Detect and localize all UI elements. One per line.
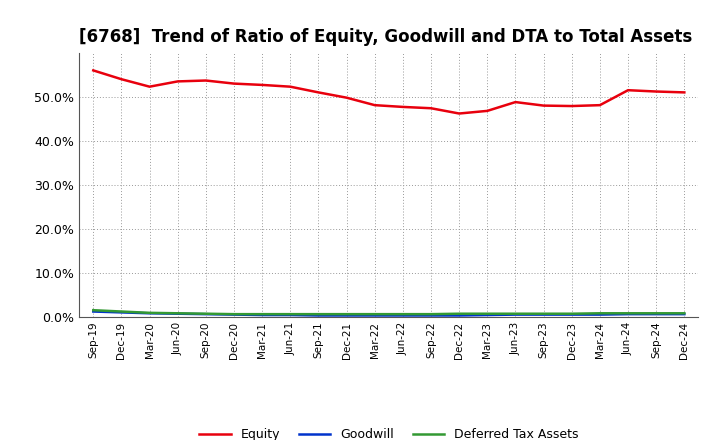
- Equity: [624, 88, 632, 93]
- Equity: [286, 84, 294, 89]
- Legend: Equity, Goodwill, Deferred Tax Assets: Equity, Goodwill, Deferred Tax Assets: [194, 423, 583, 440]
- Goodwill: [595, 312, 604, 317]
- Deferred Tax Assets: [230, 312, 238, 317]
- Goodwill: [286, 312, 294, 318]
- Line: Goodwill: Goodwill: [94, 312, 684, 315]
- Equity: [595, 103, 604, 108]
- Deferred Tax Assets: [314, 312, 323, 317]
- Goodwill: [258, 312, 266, 318]
- Goodwill: [202, 312, 210, 317]
- Deferred Tax Assets: [117, 309, 126, 314]
- Equity: [483, 108, 492, 114]
- Deferred Tax Assets: [680, 311, 688, 316]
- Equity: [427, 106, 436, 111]
- Equity: [455, 111, 464, 116]
- Deferred Tax Assets: [202, 311, 210, 316]
- Deferred Tax Assets: [427, 312, 436, 317]
- Deferred Tax Assets: [539, 311, 548, 316]
- Goodwill: [174, 311, 182, 316]
- Equity: [117, 77, 126, 82]
- Equity: [202, 78, 210, 83]
- Deferred Tax Assets: [455, 311, 464, 316]
- Goodwill: [427, 313, 436, 318]
- Goodwill: [230, 312, 238, 317]
- Deferred Tax Assets: [652, 311, 660, 316]
- Equity: [539, 103, 548, 108]
- Deferred Tax Assets: [399, 312, 408, 317]
- Deferred Tax Assets: [258, 312, 266, 317]
- Goodwill: [539, 312, 548, 317]
- Deferred Tax Assets: [286, 312, 294, 317]
- Goodwill: [624, 312, 632, 317]
- Goodwill: [652, 312, 660, 317]
- Goodwill: [89, 309, 98, 314]
- Goodwill: [399, 313, 408, 318]
- Goodwill: [680, 312, 688, 317]
- Line: Equity: Equity: [94, 70, 684, 114]
- Deferred Tax Assets: [483, 311, 492, 316]
- Deferred Tax Assets: [567, 311, 576, 316]
- Goodwill: [342, 313, 351, 318]
- Equity: [342, 95, 351, 100]
- Goodwill: [483, 312, 492, 318]
- Equity: [230, 81, 238, 86]
- Equity: [314, 90, 323, 95]
- Equity: [89, 68, 98, 73]
- Deferred Tax Assets: [595, 311, 604, 316]
- Goodwill: [314, 313, 323, 318]
- Deferred Tax Assets: [342, 312, 351, 317]
- Equity: [567, 103, 576, 109]
- Deferred Tax Assets: [174, 311, 182, 316]
- Equity: [145, 84, 154, 89]
- Equity: [174, 79, 182, 84]
- Equity: [511, 99, 520, 105]
- Goodwill: [145, 311, 154, 316]
- Goodwill: [455, 313, 464, 318]
- Equity: [652, 89, 660, 94]
- Goodwill: [117, 310, 126, 315]
- Goodwill: [511, 312, 520, 317]
- Deferred Tax Assets: [624, 311, 632, 316]
- Deferred Tax Assets: [145, 310, 154, 315]
- Equity: [399, 104, 408, 110]
- Goodwill: [370, 313, 379, 318]
- Equity: [258, 82, 266, 88]
- Deferred Tax Assets: [89, 308, 98, 313]
- Line: Deferred Tax Assets: Deferred Tax Assets: [94, 310, 684, 314]
- Deferred Tax Assets: [370, 312, 379, 317]
- Equity: [680, 90, 688, 95]
- Text: [6768]  Trend of Ratio of Equity, Goodwill and DTA to Total Assets: [6768] Trend of Ratio of Equity, Goodwil…: [79, 28, 693, 46]
- Deferred Tax Assets: [511, 311, 520, 316]
- Goodwill: [567, 312, 576, 317]
- Equity: [370, 103, 379, 108]
